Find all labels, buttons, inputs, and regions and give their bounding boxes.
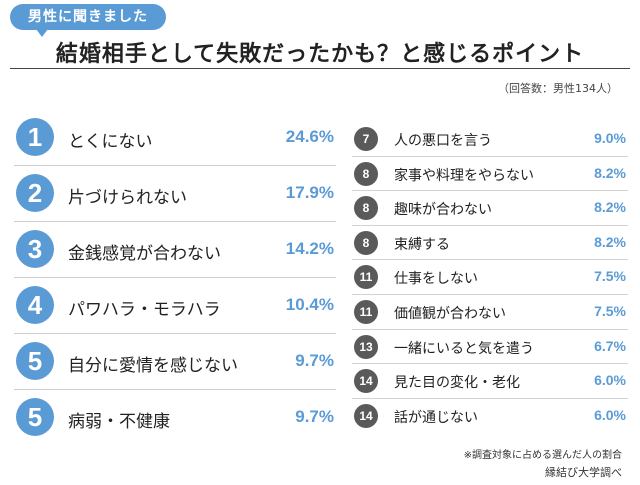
ranking-row: 5 病弱・不健康 9.7% xyxy=(14,390,336,446)
item-label: 話が通じない xyxy=(394,409,478,426)
percent-value: 9.7% xyxy=(295,407,334,426)
rank-badge: 8 xyxy=(354,230,378,255)
item-label: 仕事をしない xyxy=(394,271,478,288)
title-divider xyxy=(10,68,630,69)
rank-badge: 1 xyxy=(16,118,54,156)
rank-badge: 5 xyxy=(16,398,54,436)
ranking-lower-list: 7 人の悪口を言う 9.0% 8 家事や料理をやらない 8.2% 8 趣味が合わない 8.2% 8… xyxy=(352,122,628,433)
percent-value: 7.5% xyxy=(594,302,626,319)
percent-value: 9.7% xyxy=(295,351,334,370)
item-label: 病弱・不健康 xyxy=(68,412,170,432)
rank-badge: 2 xyxy=(16,174,54,212)
rank-badge: 8 xyxy=(354,161,378,186)
rank-badge: 13 xyxy=(354,334,378,359)
ranking-row: 1 とくにない 24.6% xyxy=(14,110,336,166)
percent-value: 6.0% xyxy=(594,372,626,389)
percent-value: 8.2% xyxy=(594,199,626,216)
item-label: 見た目の変化・老化 xyxy=(394,375,520,392)
ranking-row: 2 片づけられない 17.9% xyxy=(14,166,336,222)
ranking-row: 13 一緒にいると気を遣う 6.7% xyxy=(352,330,628,365)
rank-badge: 5 xyxy=(16,342,54,380)
rank-badge: 3 xyxy=(16,230,54,268)
item-label: とくにない xyxy=(68,132,153,152)
ranking-row: 7 人の悪口を言う 9.0% xyxy=(352,122,628,157)
ranking-row: 5 自分に愛情を感じない 9.7% xyxy=(14,334,336,390)
item-label: 趣味が合わない xyxy=(394,202,492,219)
header-tag: 男性に聞きました xyxy=(10,4,166,37)
ranking-row: 14 話が通じない 6.0% xyxy=(352,399,628,434)
item-label: 価値観が合わない xyxy=(394,305,506,322)
rank-badge: 14 xyxy=(354,403,378,428)
rank-badge: 11 xyxy=(354,299,378,324)
rank-badge: 8 xyxy=(354,196,378,221)
percent-value: 7.5% xyxy=(594,268,626,285)
item-label: 人の悪口を言う xyxy=(394,133,492,149)
percent-value: 6.7% xyxy=(594,337,626,354)
ranking-row: 8 家事や料理をやらない 8.2% xyxy=(352,157,628,192)
item-label: 自分に愛情を感じない xyxy=(68,356,238,376)
ranking-top-list: 1 とくにない 24.6% 2 片づけられない 17.9% 3 金銭感覚が合わない 14.2% 4… xyxy=(14,110,336,446)
rank-badge: 11 xyxy=(354,265,378,290)
ranking-row: 11 価値観が合わない 7.5% xyxy=(352,295,628,330)
percent-value: 6.0% xyxy=(594,406,626,423)
item-label: 束縛する xyxy=(394,236,450,253)
ranking-row: 8 束縛する 8.2% xyxy=(352,226,628,261)
percent-value: 14.2% xyxy=(285,239,334,258)
item-label: 片づけられない xyxy=(68,188,187,208)
rank-badge: 7 xyxy=(354,127,378,151)
percent-value: 8.2% xyxy=(594,164,626,181)
percent-value: 24.6% xyxy=(285,127,334,146)
ranking-row: 8 趣味が合わない 8.2% xyxy=(352,191,628,226)
ranking-row: 3 金銭感覚が合わない 14.2% xyxy=(14,222,336,278)
chart-title: 結婚相手として失敗だったかも？と感じるポイント xyxy=(55,42,585,67)
item-label: パワハラ・モラハラ xyxy=(68,300,221,320)
percent-value: 17.9% xyxy=(285,183,334,202)
percent-value: 8.2% xyxy=(594,233,626,250)
ranking-row: 14 見た目の変化・老化 6.0% xyxy=(352,364,628,399)
ranking-row: 4 パワハラ・モラハラ 10.4% xyxy=(14,278,336,334)
percent-value: 9.0% xyxy=(594,130,626,146)
item-label: 家事や料理をやらない xyxy=(394,167,534,184)
source-credit: 縁結び大学調べ xyxy=(545,466,622,479)
rank-badge: 4 xyxy=(16,286,54,324)
respondent-count: （回答数：男性134人） xyxy=(498,82,618,95)
percent-value: 10.4% xyxy=(285,295,334,314)
rank-badge: 14 xyxy=(354,369,378,394)
footnote: ※調査対象に占める選んだ人の割合 xyxy=(463,450,622,461)
item-label: 一緒にいると気を遣う xyxy=(394,340,534,357)
ranking-row: 11 仕事をしない 7.5% xyxy=(352,260,628,295)
item-label: 金銭感覚が合わない xyxy=(68,244,221,264)
